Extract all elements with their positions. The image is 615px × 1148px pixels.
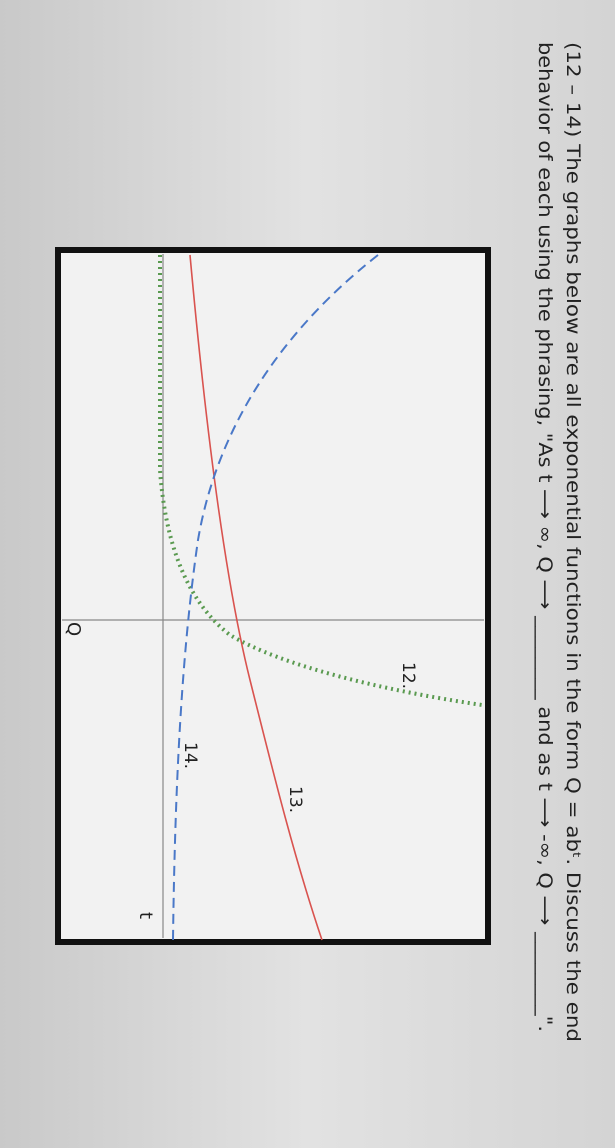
graph-label: 13.	[285, 786, 305, 813]
curve-13	[189, 254, 323, 941]
question-line: behavior of each using the phrasing, "As…	[534, 42, 556, 1032]
axis-label: t	[135, 912, 156, 919]
graph-frame	[55, 247, 491, 945]
graph-label: 14.	[180, 742, 200, 769]
question-line: (12 – 14) The graphs below are all expon…	[562, 42, 584, 1042]
curve-14	[172, 254, 379, 941]
graph-label: 12.	[398, 662, 418, 689]
axis-label: Q	[63, 622, 84, 636]
